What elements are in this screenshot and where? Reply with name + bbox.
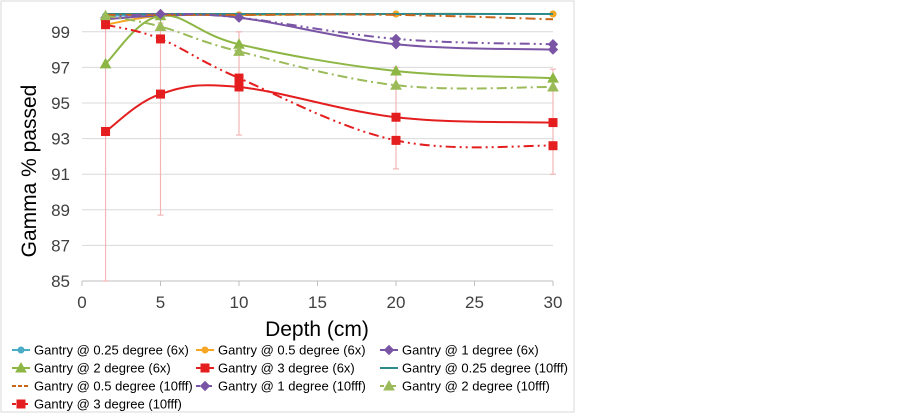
data-point — [547, 80, 559, 92]
legend-item: Gantry @ 3 degree (10fff) — [12, 397, 182, 412]
data-point — [156, 89, 165, 99]
data-point — [547, 44, 559, 55]
x-tick-label: 20 — [387, 293, 406, 312]
data-point — [154, 20, 167, 31]
data-point — [390, 39, 402, 50]
legend-item: Gantry @ 1 degree (6x) — [380, 343, 539, 358]
legend-marker — [383, 344, 395, 356]
data-point — [390, 33, 402, 45]
y-tick-label: 91 — [51, 165, 70, 184]
legend-marker — [15, 361, 27, 373]
legend-marker — [17, 346, 25, 354]
legend-item: Gantry @ 3 degree (6x) — [196, 361, 355, 376]
legend-label: Gantry @ 0.25 degree (6x) — [34, 343, 189, 358]
legend-item: Gantry @ 0.25 degree (6x) — [12, 343, 189, 358]
data-point — [101, 126, 111, 136]
legend-label: Gantry @ 2 degree (6x) — [34, 361, 171, 376]
data-point — [390, 64, 402, 76]
x-tick-label: 5 — [156, 293, 165, 312]
x-tick-label: 25 — [465, 293, 484, 312]
legend-label: Gantry @ 0.5 degree (10fff) — [34, 379, 193, 394]
series-10 — [101, 20, 558, 151]
legend-item: Gantry @ 0.5 degree (10fff) — [12, 379, 193, 394]
data-point — [391, 135, 401, 145]
legend-label: Gantry @ 3 degree (6x) — [218, 361, 355, 376]
data-point — [233, 45, 245, 56]
x-axis-title: Depth (cm) — [265, 318, 369, 341]
data-point — [99, 57, 112, 69]
x-tick-label: 15 — [308, 293, 327, 312]
series-9 — [99, 9, 559, 92]
data-point — [548, 141, 558, 151]
plot-series — [99, 8, 559, 282]
legend-marker — [201, 346, 209, 354]
data-point — [391, 112, 401, 122]
data-point — [390, 79, 402, 90]
legend-item: Gantry @ 0.25 degree (10fff) — [380, 361, 568, 376]
data-point — [234, 82, 244, 92]
data-point — [547, 39, 559, 50]
y-axis-title: Gamma % passed — [18, 85, 41, 258]
legend-marker — [200, 363, 210, 373]
legend: Gantry @ 0.25 degree (6x) Gantry @ 0.5 de… — [12, 343, 568, 412]
legend-label: Gantry @ 0.25 degree (10fff) — [402, 361, 568, 376]
y-tick-label: 99 — [51, 23, 70, 42]
series-line — [105, 13, 554, 21]
y-tick-label: 85 — [51, 272, 70, 291]
data-point — [156, 34, 165, 44]
series-4 — [99, 9, 559, 83]
data-point — [101, 20, 111, 30]
y-tick-label: 93 — [51, 130, 70, 149]
legend-label: Gantry @ 3 degree (10fff) — [34, 397, 182, 412]
legend-label: Gantry @ 1 degree (10fff) — [218, 379, 366, 394]
legend-marker — [16, 399, 26, 409]
x-tick-label: 30 — [544, 293, 563, 312]
data-point — [233, 12, 245, 23]
legend-item: Gantry @ 0.5 degree (6x) — [196, 343, 366, 358]
legend-marker — [199, 380, 211, 392]
x-tick-label: 0 — [77, 293, 86, 312]
legend-marker — [383, 379, 395, 391]
series-line — [105, 12, 554, 46]
legend-item: Gantry @ 2 degree (6x) — [12, 361, 171, 376]
chart-area-border — [0, 0, 575, 413]
legend-label: Gantry @ 0.5 degree (6x) — [218, 343, 366, 358]
y-tick-label: 89 — [51, 201, 70, 220]
axes: 85 87 89 91 93 95 97 99 0 5 10 15 20 25 30 — [51, 23, 562, 312]
data-point — [155, 8, 166, 20]
legend-label: Gantry @ 1 degree (6x) — [402, 343, 539, 358]
legend-item: Gantry @ 2 degree (10fff) — [380, 379, 550, 394]
y-tick-label: 87 — [51, 236, 70, 255]
data-point — [548, 118, 558, 128]
y-tick-label: 97 — [51, 58, 70, 77]
y-tick-label: 95 — [51, 94, 70, 113]
legend-item: Gantry @ 1 degree (10fff) — [196, 379, 366, 394]
series-line — [104, 14, 554, 80]
data-point — [234, 73, 244, 83]
series-line — [104, 84, 554, 133]
series-7 — [105, 13, 554, 21]
legend-label: Gantry @ 2 degree (10fff) — [402, 379, 550, 394]
data-point — [99, 9, 112, 21]
x-tick-label: 10 — [230, 293, 249, 312]
series-5 — [101, 82, 558, 136]
